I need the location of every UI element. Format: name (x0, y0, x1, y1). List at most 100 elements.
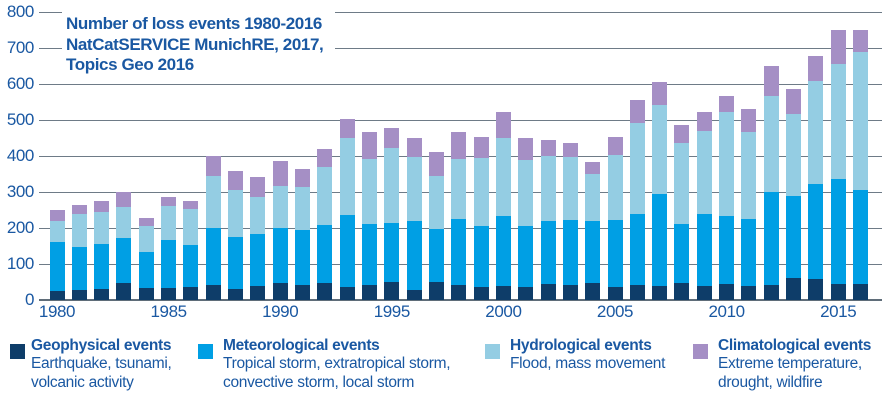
legend-description-climatological: Extreme temperature, drought, wildfire (718, 355, 862, 391)
legend-color-chip-geophysical (10, 344, 25, 359)
bar-2004 (585, 161, 601, 300)
y-axis-label-100: 100 (6, 254, 35, 273)
bar-segment-meteorological-1988 (228, 236, 244, 290)
bar-segment-geophysical-1994 (361, 285, 377, 300)
bar-2009 (696, 112, 712, 300)
bar-1993 (339, 119, 355, 300)
bar-1995 (384, 127, 400, 300)
bar-segment-climatological-1980 (49, 210, 65, 221)
legend-label-geophysical: Geophysical events (31, 337, 172, 354)
bar-2001 (518, 138, 534, 300)
bar-segment-geophysical-1996 (406, 289, 422, 300)
legend-color-chip-meteorological (198, 344, 213, 359)
bar-segment-hydrological-1983 (116, 207, 132, 238)
bar-segment-geophysical-1980 (49, 291, 65, 300)
bar-segment-hydrological-1994 (361, 158, 377, 225)
bar-segment-climatological-2004 (585, 161, 601, 175)
bar-segment-geophysical-1984 (138, 288, 154, 300)
bar-segment-hydrological-2015 (830, 64, 846, 180)
bar-segment-climatological-2010 (719, 95, 735, 113)
bar-segment-hydrological-1982 (94, 211, 110, 245)
bar-segment-meteorological-1999 (473, 225, 489, 287)
bar-segment-geophysical-2001 (518, 287, 534, 300)
bar-segment-meteorological-2005 (607, 220, 623, 288)
bar-segment-climatological-1990 (272, 161, 288, 186)
bar-segment-geophysical-1986 (183, 286, 199, 300)
bar-segment-geophysical-2015 (830, 284, 846, 300)
chart-subtitle-source: NatCatSERVICE MunichRE, 2017, (66, 34, 324, 54)
bar-segment-hydrological-2004 (585, 174, 601, 221)
legend-text-meteorological: Meteorological events Tropical storm, ext… (223, 336, 451, 392)
bar-segment-climatological-1992 (317, 148, 333, 167)
bar-2014 (808, 55, 824, 300)
bar-segment-climatological-1993 (339, 119, 355, 138)
bar-segment-climatological-2012 (763, 66, 779, 96)
legend-description-hydrological: Flood, mass movement (510, 355, 666, 372)
bar-segment-climatological-2000 (495, 111, 511, 138)
chart-title-block: Number of loss events 1980-2016 NatCatSE… (62, 12, 336, 80)
bar-segment-meteorological-1989 (250, 234, 266, 286)
y-axis-label-300: 300 (6, 182, 35, 201)
x-axis-label-1980: 1980 (38, 302, 76, 321)
bar-segment-hydrological-2012 (763, 95, 779, 193)
bar-segment-meteorological-1986 (183, 245, 199, 287)
bar-segment-climatological-1996 (406, 137, 422, 157)
bar-segment-climatological-2005 (607, 137, 623, 155)
bar-2012 (763, 66, 779, 300)
bar-1992 (317, 148, 333, 300)
y-axis-label-500: 500 (6, 110, 35, 129)
legend-color-chip-hydrological (485, 344, 500, 359)
bar-segment-climatological-2011 (741, 108, 757, 133)
bar-1989 (250, 177, 266, 300)
bar-segment-geophysical-1983 (116, 282, 132, 300)
bar-segment-hydrological-1980 (49, 220, 65, 243)
bar-segment-climatological-1997 (428, 151, 444, 176)
gridline-500 (39, 119, 882, 121)
bar-segment-geophysical-2003 (562, 285, 578, 300)
legend: Geophysical events Earthquake, tsunami, v… (0, 336, 885, 413)
bar-segment-geophysical-1999 (473, 286, 489, 300)
bar-segment-meteorological-1996 (406, 220, 422, 290)
bar-segment-meteorological-2008 (674, 224, 690, 284)
bar-1997 (428, 151, 444, 300)
bar-2008 (674, 125, 690, 300)
bar-segment-climatological-1983 (116, 192, 132, 208)
bar-segment-meteorological-2006 (629, 214, 645, 285)
bar-segment-climatological-1984 (138, 218, 154, 227)
bar-1981 (71, 204, 87, 300)
bar-segment-hydrological-1984 (138, 226, 154, 253)
bar-segment-hydrological-1985 (161, 206, 177, 240)
bar-1987 (205, 156, 221, 300)
bar-segment-meteorological-1991 (295, 230, 311, 286)
bar-segment-hydrological-1995 (384, 148, 400, 223)
legend-color-chip-climatological (693, 344, 708, 359)
bar-segment-hydrological-1988 (228, 189, 244, 237)
y-axis-label-700: 700 (6, 38, 35, 57)
legend-text-geophysical: Geophysical events Earthquake, tsunami, v… (31, 336, 172, 392)
bar-segment-meteorological-1994 (361, 224, 377, 286)
bar-segment-meteorological-1984 (138, 252, 154, 289)
bar-2006 (629, 99, 645, 300)
y-axis-label-0: 0 (24, 290, 34, 309)
bar-segment-hydrological-1999 (473, 157, 489, 226)
bar-segment-hydrological-2013 (786, 113, 802, 196)
bar-segment-climatological-2015 (830, 30, 846, 65)
bar-segment-hydrological-1993 (339, 137, 355, 216)
bar-segment-meteorological-2011 (741, 219, 757, 286)
bar-2015 (830, 30, 846, 300)
chart-subtitle-publication: Topics Geo 2016 (66, 55, 194, 74)
bar-1982 (94, 201, 110, 300)
x-axis-label-2015: 2015 (820, 302, 857, 321)
legend-label-hydrological: Hydrological events (510, 337, 652, 354)
bar-segment-climatological-1986 (183, 200, 199, 210)
bar-segment-geophysical-2002 (540, 284, 556, 300)
bar-segment-hydrological-1981 (71, 214, 87, 247)
bar-segment-hydrological-2005 (607, 154, 623, 221)
bar-segment-hydrological-1996 (406, 156, 422, 221)
bar-segment-geophysical-1982 (94, 289, 110, 300)
bar-segment-meteorological-1987 (205, 228, 221, 285)
bar-segment-meteorological-1983 (116, 237, 132, 283)
bar-segment-climatological-2002 (540, 140, 556, 157)
bar-segment-hydrological-1997 (428, 175, 444, 230)
bar-segment-meteorological-2016 (853, 190, 869, 284)
